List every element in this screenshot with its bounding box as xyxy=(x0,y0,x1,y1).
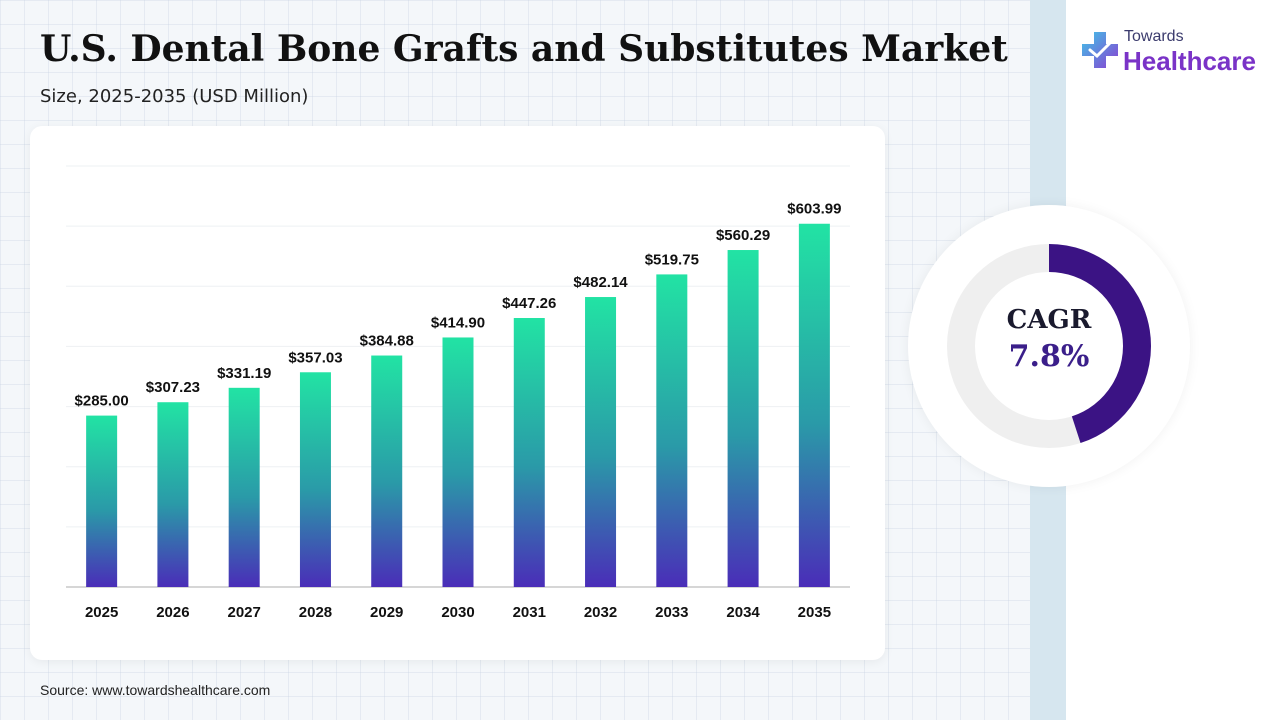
logo-text-towards: Towards xyxy=(1124,28,1184,45)
bar-2028 xyxy=(299,372,331,587)
x-tick-label-2028: 2028 xyxy=(299,604,332,621)
x-tick-label-2033: 2033 xyxy=(655,604,688,621)
bar-2029 xyxy=(371,355,403,587)
x-tick-label-2035: 2035 xyxy=(798,604,831,621)
bar-2026 xyxy=(157,402,189,587)
bar-chart: $285.00 2025 $307.23 2026 $331.19 2027 $357.03… xyxy=(66,165,850,621)
data-label-2031: $447.26 xyxy=(502,295,556,312)
bar-2025 xyxy=(86,415,118,587)
cagr-value: 7.8% xyxy=(1008,339,1090,374)
bar-2031 xyxy=(513,318,545,587)
x-tick-label-2031: 2031 xyxy=(513,604,546,621)
bar-2030 xyxy=(442,337,474,587)
data-label-2032: $482.14 xyxy=(573,274,628,291)
x-tick-label-2032: 2032 xyxy=(584,604,617,621)
cagr-label: CAGR xyxy=(1006,305,1092,335)
bar-2027 xyxy=(228,387,260,587)
bar-2035 xyxy=(798,223,830,587)
data-label-2027: $331.19 xyxy=(217,365,271,382)
cagr-ring xyxy=(947,244,1151,448)
bar-2034 xyxy=(727,250,759,588)
logo-text-healthcare: Healthcare xyxy=(1123,46,1256,76)
x-tick-label-2026: 2026 xyxy=(156,604,189,621)
data-label-2028: $357.03 xyxy=(288,349,342,366)
data-label-2030: $414.90 xyxy=(431,314,485,331)
chart-card: $285.00 2025 $307.23 2026 $331.19 2027 $357.03… xyxy=(30,126,885,660)
data-label-2026: $307.23 xyxy=(146,379,200,396)
data-label-2033: $519.75 xyxy=(645,251,699,268)
data-label-2025: $285.00 xyxy=(75,393,129,410)
page-subtitle: Size, 2025-2035 (USD Million) xyxy=(40,86,309,107)
cagr-donut: CAGR 7.8% xyxy=(908,205,1190,487)
page-title: U.S. Dental Bone Grafts and Substitutes … xyxy=(40,28,1008,70)
x-tick-label-2030: 2030 xyxy=(441,604,474,621)
x-tick-label-2029: 2029 xyxy=(370,604,403,621)
brand-logo[interactable]: Towards Healthcare xyxy=(1080,26,1270,78)
cagr-ring-fill xyxy=(1048,244,1151,444)
x-tick-label-2025: 2025 xyxy=(85,604,118,621)
data-label-2029: $384.88 xyxy=(360,333,414,350)
data-label-2035: $603.99 xyxy=(787,201,841,218)
x-tick-label-2027: 2027 xyxy=(227,604,260,621)
source-note: Source: www.towardshealthcare.com xyxy=(40,682,271,698)
x-tick-label-2034: 2034 xyxy=(726,604,760,621)
bar-2032 xyxy=(585,297,617,587)
medical-cross-icon xyxy=(1082,32,1118,68)
bar-2033 xyxy=(656,274,688,587)
data-label-2034: $560.29 xyxy=(716,227,770,244)
